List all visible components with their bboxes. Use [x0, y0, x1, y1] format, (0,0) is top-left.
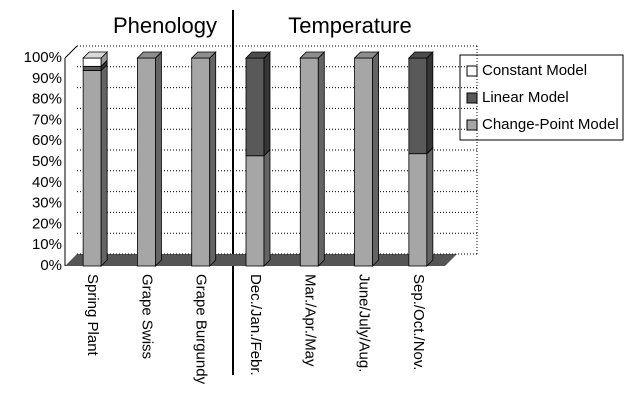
bar — [82, 57, 102, 67]
x-tick-label: Mar./Apr./May — [301, 274, 318, 367]
bar — [191, 57, 211, 267]
bar — [137, 57, 156, 267]
legend-swatch — [466, 119, 478, 131]
x-tick-label: Dec./Jan./Febr. — [247, 274, 264, 376]
bar — [82, 70, 102, 267]
bar-top — [299, 51, 326, 59]
bar-top — [245, 51, 271, 59]
y-tick-label: 10% — [32, 236, 62, 253]
y-tick-label: 80% — [32, 91, 62, 108]
legend-label: Change-Point Model — [482, 116, 619, 133]
bar-top — [82, 51, 109, 59]
bar-side — [317, 51, 325, 267]
legend-label: Constant Model — [482, 62, 587, 79]
legend-label: Linear Model — [482, 89, 569, 106]
axis — [64, 45, 78, 59]
y-tick-label: 70% — [32, 111, 62, 128]
bar-side — [426, 51, 434, 155]
bar — [245, 155, 265, 267]
bar-top — [353, 51, 380, 59]
y-tick-label: 40% — [32, 174, 62, 191]
bar-side — [100, 63, 108, 267]
legend — [459, 54, 624, 141]
y-tick-label: 30% — [32, 195, 62, 212]
bar-top — [407, 51, 434, 59]
group-label: Temperature — [288, 13, 412, 38]
x-tick-label: Grape Burgundy — [193, 274, 210, 385]
x-tick-label: Spring Plant — [84, 274, 101, 357]
y-tick-label: 100% — [24, 49, 62, 66]
bar-side — [263, 51, 271, 157]
bar-side — [209, 51, 217, 267]
y-tick-label: 60% — [32, 132, 62, 149]
bar-side — [155, 51, 162, 267]
x-tick-label: Grape Swiss — [138, 274, 155, 359]
bar — [354, 57, 373, 267]
bar-top — [190, 51, 217, 59]
bar-side — [426, 146, 434, 267]
bar — [245, 57, 265, 157]
bar-side — [263, 148, 271, 267]
legend-swatch — [466, 65, 478, 77]
bar-top — [136, 51, 163, 59]
bar — [408, 57, 428, 155]
bar — [408, 153, 428, 267]
bar — [299, 57, 319, 267]
x-tick-label: June/July/Aug. — [356, 274, 373, 372]
bar — [82, 65, 102, 71]
y-tick-label: 90% — [32, 70, 62, 87]
legend-swatch — [466, 92, 478, 104]
group-label: Phenology — [113, 13, 217, 38]
bar-side — [372, 51, 379, 267]
y-tick-label: 50% — [32, 153, 62, 170]
y-tick-label: 20% — [32, 215, 62, 232]
x-tick-label: Sep./Oct./Nov. — [410, 274, 427, 370]
y-tick-label: 0% — [40, 257, 62, 274]
